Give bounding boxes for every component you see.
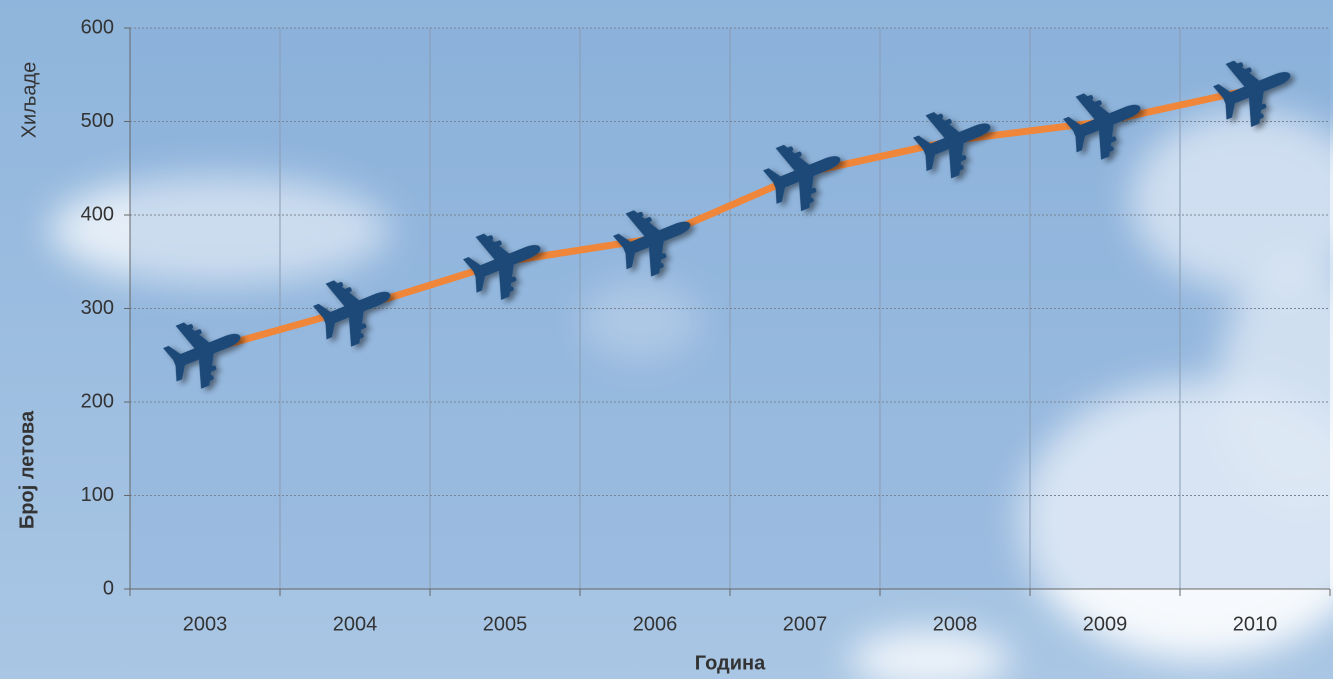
x-tick-label: 2006 xyxy=(633,613,678,635)
y-tick-label: 500 xyxy=(81,110,114,132)
y-tick-label: 300 xyxy=(81,297,114,319)
x-tick-label: 2003 xyxy=(183,613,228,635)
y-tick-label: 400 xyxy=(81,203,114,225)
x-tick-label: 2005 xyxy=(483,613,528,635)
y-axis-title: Број летова xyxy=(16,410,38,529)
y-tick-label: 100 xyxy=(81,484,114,506)
x-tick-label: 2010 xyxy=(1233,613,1278,635)
y-tick-label: 0 xyxy=(103,577,114,599)
x-tick-label: 2009 xyxy=(1083,613,1128,635)
x-tick-label: 2007 xyxy=(783,613,828,635)
clouds xyxy=(50,110,1333,679)
x-tick-label: 2008 xyxy=(933,613,978,635)
y-tick-label: 200 xyxy=(81,390,114,412)
y-unit-label: Хиљаде xyxy=(18,62,40,139)
x-tick-label: 2004 xyxy=(333,613,378,635)
x-axis-title: Година xyxy=(695,652,766,674)
y-tick-label: 600 xyxy=(81,16,114,38)
